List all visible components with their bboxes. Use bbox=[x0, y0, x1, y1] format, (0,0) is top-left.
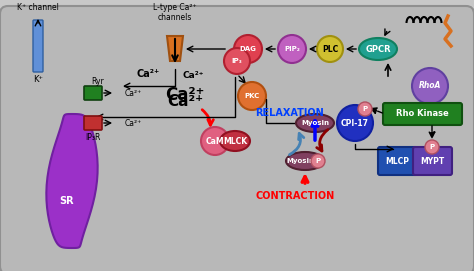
Text: MLCP: MLCP bbox=[385, 156, 409, 166]
Text: CPI-17: CPI-17 bbox=[341, 118, 369, 127]
Text: Ca²⁺: Ca²⁺ bbox=[125, 118, 142, 127]
Text: CONTRACTION: CONTRACTION bbox=[255, 191, 335, 201]
Text: P: P bbox=[363, 106, 367, 112]
Ellipse shape bbox=[296, 114, 334, 132]
FancyBboxPatch shape bbox=[383, 103, 462, 125]
Polygon shape bbox=[167, 36, 183, 61]
Text: Rho Kinase: Rho Kinase bbox=[396, 109, 448, 118]
Circle shape bbox=[358, 102, 372, 116]
Circle shape bbox=[238, 82, 266, 110]
Circle shape bbox=[278, 35, 306, 63]
FancyBboxPatch shape bbox=[84, 86, 102, 100]
Circle shape bbox=[201, 127, 229, 155]
Text: Ca²⁺: Ca²⁺ bbox=[182, 72, 204, 80]
FancyBboxPatch shape bbox=[84, 116, 102, 130]
Text: Myosin: Myosin bbox=[286, 158, 314, 164]
Circle shape bbox=[234, 35, 262, 63]
Text: L-type Ca²⁺
channels: L-type Ca²⁺ channels bbox=[153, 3, 197, 22]
Text: PKC: PKC bbox=[245, 93, 260, 99]
Text: Ca²⁺: Ca²⁺ bbox=[165, 86, 205, 104]
FancyBboxPatch shape bbox=[378, 147, 417, 175]
Text: DAG: DAG bbox=[239, 46, 256, 52]
Circle shape bbox=[311, 154, 325, 168]
Circle shape bbox=[412, 68, 448, 104]
Text: P: P bbox=[429, 144, 435, 150]
FancyBboxPatch shape bbox=[33, 20, 43, 72]
Circle shape bbox=[317, 36, 343, 62]
Circle shape bbox=[224, 48, 250, 74]
Text: K⁺: K⁺ bbox=[33, 75, 43, 83]
Text: MLCK: MLCK bbox=[223, 137, 247, 146]
Text: Ca²⁺: Ca²⁺ bbox=[137, 69, 160, 79]
Text: PIP₂: PIP₂ bbox=[284, 46, 300, 52]
Ellipse shape bbox=[359, 38, 397, 60]
Circle shape bbox=[337, 105, 373, 141]
Text: Ca²⁺: Ca²⁺ bbox=[125, 89, 142, 98]
Ellipse shape bbox=[220, 131, 250, 151]
FancyBboxPatch shape bbox=[0, 6, 474, 271]
Text: RhoA: RhoA bbox=[419, 82, 441, 91]
Ellipse shape bbox=[286, 152, 324, 170]
Circle shape bbox=[425, 140, 439, 154]
Text: MYPT: MYPT bbox=[420, 156, 444, 166]
Text: IP₃: IP₃ bbox=[232, 58, 242, 64]
Text: SR: SR bbox=[60, 196, 74, 206]
Text: CaM: CaM bbox=[206, 137, 224, 146]
FancyBboxPatch shape bbox=[413, 147, 452, 175]
Text: K⁺ channel: K⁺ channel bbox=[17, 3, 59, 12]
Text: Myosin: Myosin bbox=[301, 120, 329, 126]
Polygon shape bbox=[46, 114, 98, 248]
Text: Ryr: Ryr bbox=[91, 76, 104, 85]
Text: P: P bbox=[315, 158, 320, 164]
Text: GPCR: GPCR bbox=[365, 44, 391, 53]
Text: RELAXATION: RELAXATION bbox=[255, 108, 324, 118]
Text: IP₃R: IP₃R bbox=[85, 133, 100, 141]
Text: PLC: PLC bbox=[322, 44, 338, 53]
Text: Ca²⁺: Ca²⁺ bbox=[167, 93, 203, 108]
